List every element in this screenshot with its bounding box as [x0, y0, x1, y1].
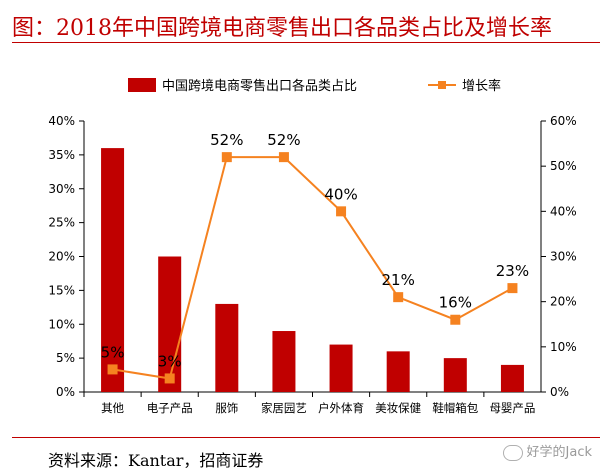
- growth-data-label: 52%: [267, 131, 300, 149]
- growth-point-3: [278, 152, 289, 163]
- x-tick-label: 其他: [101, 401, 124, 415]
- growth-data-label: 40%: [324, 185, 357, 203]
- x-tick-label: 美妆保健: [375, 401, 421, 415]
- y-right-tick-label: 0%: [550, 385, 569, 399]
- bar-4: [329, 344, 353, 392]
- x-tick-label: 服饰: [215, 401, 238, 415]
- bar-0: [101, 148, 125, 392]
- bar-3: [272, 331, 296, 392]
- combo-chart: 中国跨境电商零售出口各品类占比 增长率 0% 5% 10% 15% 20% 25% 30% 35%…: [48, 78, 577, 415]
- y-left-tick-label: 10%: [48, 317, 75, 331]
- chart-title: 图：2018年中国跨境电商零售出口各品类占比及增长率: [12, 16, 552, 41]
- growth-point-0: [107, 364, 118, 375]
- x-tick-label: 户外体育: [318, 401, 364, 415]
- wechat-icon: [502, 444, 523, 461]
- y-right-tick-label: 30%: [550, 250, 577, 264]
- growth-data-label: 16%: [439, 294, 472, 312]
- growth-data-label: 3%: [158, 352, 182, 370]
- x-tick-label: 家居园艺: [261, 401, 307, 415]
- growth-point-7: [507, 283, 518, 294]
- y-left-tick-label: 0%: [56, 385, 75, 399]
- growth-data-label: 5%: [101, 343, 125, 361]
- bar-6: [443, 358, 467, 392]
- x-tick-label: 鞋帽箱包: [432, 401, 478, 415]
- y-left-tick-label: 35%: [48, 148, 75, 162]
- y-right-tick-label: 60%: [550, 114, 577, 128]
- growth-data-label: 23%: [496, 262, 529, 280]
- legend-swatch-marker: [438, 81, 446, 89]
- growth-point-6: [450, 314, 461, 325]
- legend-swatch-bar: [128, 78, 156, 92]
- watermark: 好学的Jack: [502, 441, 592, 461]
- bar-7: [500, 364, 524, 392]
- growth-data-label: 52%: [210, 131, 243, 149]
- y-left-tick-label: 40%: [48, 114, 75, 128]
- y-left-tick-label: 20%: [48, 250, 75, 264]
- growth-data-label: 21%: [382, 271, 415, 289]
- y-right-tick-label: 10%: [550, 340, 577, 354]
- y-right-tick-label: 20%: [550, 295, 577, 309]
- growth-point-4: [336, 206, 347, 217]
- bar-1: [158, 256, 182, 392]
- legend-label-bar: 中国跨境电商零售出口各品类占比: [162, 78, 357, 94]
- y-left-tick-label: 5%: [56, 351, 75, 365]
- growth-line: [112, 156, 513, 380]
- y-right-tick-label: 40%: [550, 204, 577, 218]
- growth-point-1: [164, 373, 175, 384]
- y-left-tick-label: 15%: [48, 283, 75, 297]
- x-tick-label: 母婴产品: [489, 401, 535, 415]
- y-left-tick-label: 25%: [48, 216, 75, 230]
- title-divider: [12, 42, 600, 43]
- growth-point-2: [221, 152, 232, 163]
- growth-point-5: [393, 292, 404, 303]
- legend-label-line: 增长率: [462, 78, 501, 94]
- x-tick-label: 电子产品: [147, 401, 193, 415]
- y-right-tick-label: 50%: [550, 159, 577, 173]
- bar-2: [215, 303, 239, 392]
- watermark-text: 好学的Jack: [526, 445, 592, 460]
- y-left-tick-label: 30%: [48, 182, 75, 196]
- source-note: 资料来源：Kantar，招商证券: [48, 451, 264, 470]
- source-divider: [12, 437, 600, 438]
- bar-5: [386, 351, 410, 392]
